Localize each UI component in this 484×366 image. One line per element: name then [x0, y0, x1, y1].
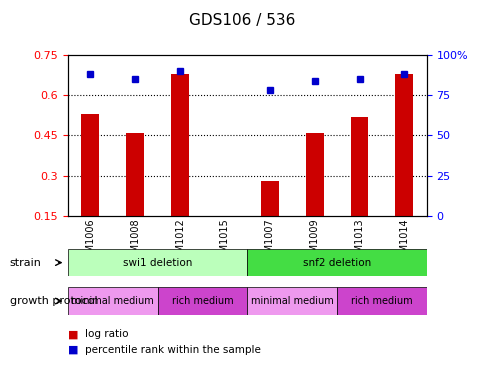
Text: GDS106 / 536: GDS106 / 536: [189, 13, 295, 28]
Bar: [260, 181, 278, 216]
Bar: [350, 117, 368, 216]
Text: ■: ■: [68, 329, 78, 339]
Text: strain: strain: [10, 258, 42, 268]
Text: rich medium: rich medium: [350, 296, 412, 306]
Text: ■: ■: [68, 344, 78, 355]
Bar: [81, 114, 99, 216]
Bar: [157, 287, 247, 315]
Text: minimal medium: minimal medium: [250, 296, 333, 306]
Bar: [68, 287, 157, 315]
Text: swi1 deletion: swi1 deletion: [122, 258, 192, 268]
Text: minimal medium: minimal medium: [71, 296, 154, 306]
Bar: [247, 287, 336, 315]
Bar: [126, 133, 144, 216]
Bar: [247, 249, 426, 276]
Text: snf2 deletion: snf2 deletion: [302, 258, 370, 268]
Text: log ratio: log ratio: [85, 329, 128, 339]
Bar: [68, 249, 247, 276]
Text: percentile rank within the sample: percentile rank within the sample: [85, 344, 260, 355]
Bar: [171, 74, 189, 216]
Bar: [305, 133, 323, 216]
Text: rich medium: rich medium: [171, 296, 233, 306]
Text: growth protocol: growth protocol: [10, 296, 97, 306]
Bar: [336, 287, 426, 315]
Bar: [394, 74, 412, 216]
